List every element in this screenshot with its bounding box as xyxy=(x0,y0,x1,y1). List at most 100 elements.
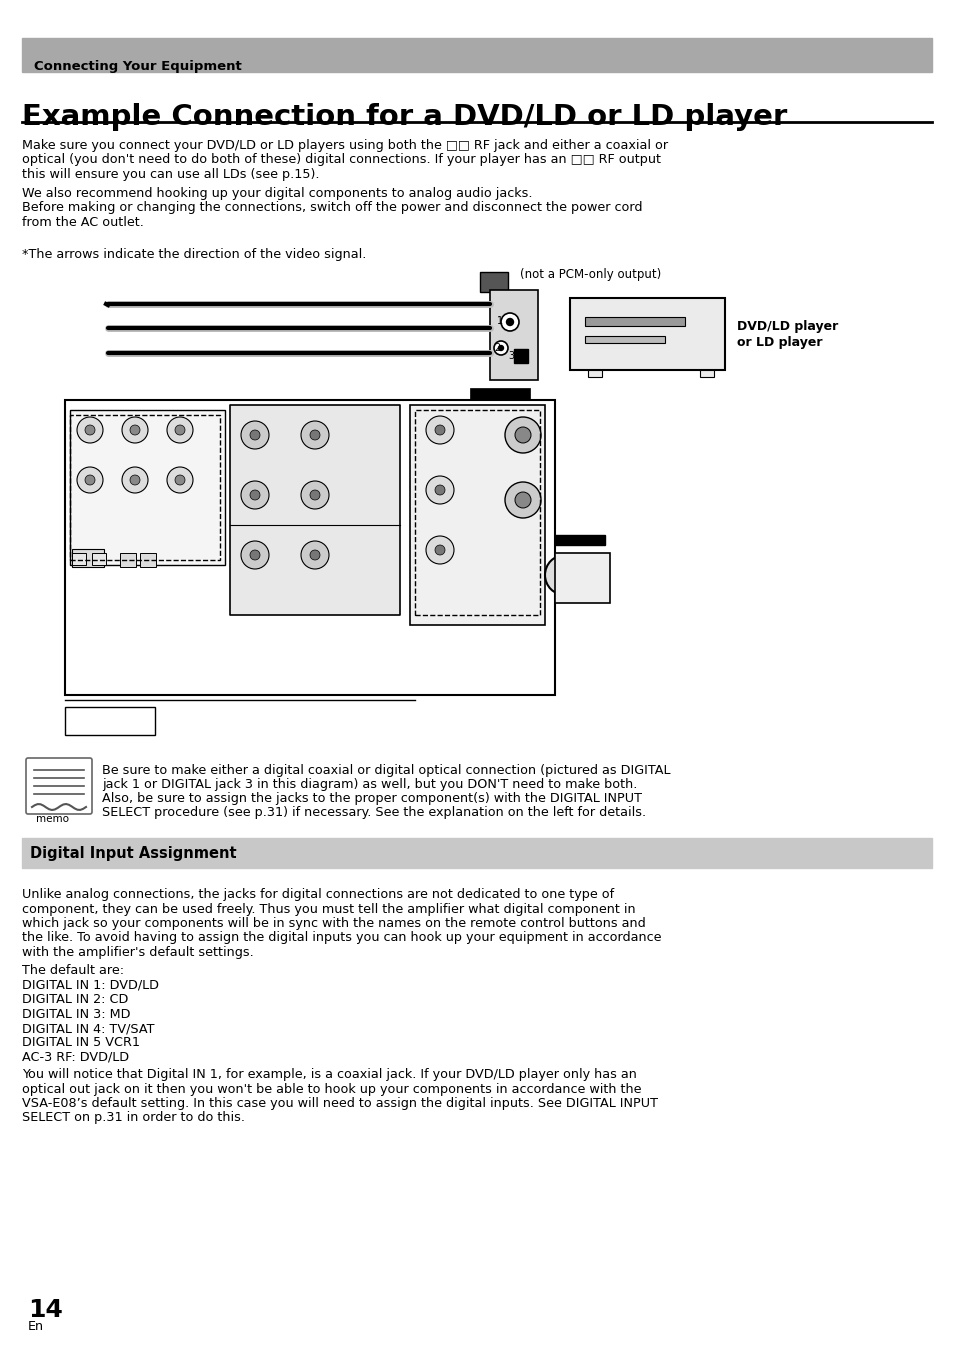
Text: from the AC outlet.: from the AC outlet. xyxy=(22,216,144,229)
Bar xyxy=(71,553,86,565)
Bar xyxy=(91,553,106,565)
Text: En: En xyxy=(28,1320,44,1333)
Circle shape xyxy=(85,474,95,485)
Text: component, they can be used freely. Thus you must tell the amplifier what digita: component, they can be used freely. Thus… xyxy=(22,903,635,915)
Bar xyxy=(700,369,713,377)
Circle shape xyxy=(504,417,540,453)
Text: DVD/LD player: DVD/LD player xyxy=(737,319,838,333)
Text: Be sure to make either a digital coaxial or digital optical connection (pictured: Be sure to make either a digital coaxial… xyxy=(102,764,670,776)
Bar xyxy=(479,272,507,293)
Bar xyxy=(415,410,539,615)
Circle shape xyxy=(301,481,329,510)
Bar xyxy=(230,404,399,615)
Text: Make sure you connect your DVD/LD or LD players using both the □□ RF jack and ei: Make sure you connect your DVD/LD or LD … xyxy=(22,139,667,152)
Text: We also recommend hooking up your digital components to analog audio jacks.: We also recommend hooking up your digita… xyxy=(22,186,532,200)
Bar xyxy=(569,298,724,369)
Text: optical out jack on it then you won't be able to hook up your components in acco: optical out jack on it then you won't be… xyxy=(22,1082,640,1096)
Circle shape xyxy=(506,318,513,325)
FancyBboxPatch shape xyxy=(26,758,91,814)
Circle shape xyxy=(426,476,454,504)
Circle shape xyxy=(130,425,140,435)
Bar xyxy=(70,410,225,565)
Circle shape xyxy=(435,545,444,555)
Circle shape xyxy=(515,492,531,508)
Text: Connecting Your Equipment: Connecting Your Equipment xyxy=(34,61,241,73)
Text: DIGITAL IN 3: MD: DIGITAL IN 3: MD xyxy=(22,1007,131,1020)
Circle shape xyxy=(77,466,103,493)
Text: VSA-E08’s default setting. In this case you will need to assign the digital inpu: VSA-E08’s default setting. In this case … xyxy=(22,1097,658,1109)
Text: jack 1 or DIGITAL jack 3 in this diagram) as well, but you DON'T need to make bo: jack 1 or DIGITAL jack 3 in this diagram… xyxy=(102,778,637,791)
Text: the like. To avoid having to assign the digital inputs you can hook up your equi: the like. To avoid having to assign the … xyxy=(22,931,660,945)
Text: AC-3 RF: DVD/LD: AC-3 RF: DVD/LD xyxy=(22,1051,129,1064)
Bar xyxy=(470,388,530,400)
Circle shape xyxy=(122,417,148,443)
Circle shape xyxy=(241,541,269,569)
Text: DIGITAL IN 5 VCR1: DIGITAL IN 5 VCR1 xyxy=(22,1037,140,1050)
Text: SELECT procedure (see p.31) if necessary. See the explanation on the left for de: SELECT procedure (see p.31) if necessary… xyxy=(102,806,645,820)
Circle shape xyxy=(130,474,140,485)
Circle shape xyxy=(241,421,269,449)
Circle shape xyxy=(504,483,540,518)
Text: Also, be sure to assign the jacks to the proper component(s) with the DIGITAL IN: Also, be sure to assign the jacks to the… xyxy=(102,793,641,805)
Circle shape xyxy=(250,550,260,559)
Text: *The arrows indicate the direction of the video signal.: *The arrows indicate the direction of th… xyxy=(22,248,366,262)
Bar xyxy=(70,415,220,559)
Circle shape xyxy=(498,345,503,350)
Text: Before making or changing the connections, switch off the power and disconnect t: Before making or changing the connection… xyxy=(22,201,641,214)
Bar xyxy=(22,38,931,71)
Text: The default are:: The default are: xyxy=(22,964,124,977)
Text: 2: 2 xyxy=(494,342,499,353)
Text: Example Connection for a DVD/LD or LD player: Example Connection for a DVD/LD or LD pl… xyxy=(22,102,786,131)
Circle shape xyxy=(77,417,103,443)
Bar xyxy=(140,553,156,568)
Text: 14: 14 xyxy=(28,1298,63,1322)
Bar xyxy=(555,535,604,545)
Text: SELECT on p.31 in order to do this.: SELECT on p.31 in order to do this. xyxy=(22,1112,245,1124)
Text: You will notice that Digital IN 1, for example, is a coaxial jack. If your DVD/L: You will notice that Digital IN 1, for e… xyxy=(22,1068,637,1081)
Circle shape xyxy=(301,421,329,449)
Circle shape xyxy=(435,425,444,435)
Text: or LD player: or LD player xyxy=(737,336,821,349)
Text: DIGITAL IN 1: DVD/LD: DIGITAL IN 1: DVD/LD xyxy=(22,979,159,992)
Circle shape xyxy=(250,491,260,500)
Text: DIGITAL IN 4: TV/SAT: DIGITAL IN 4: TV/SAT xyxy=(22,1022,154,1035)
Text: 3: 3 xyxy=(507,350,514,361)
Circle shape xyxy=(310,430,319,439)
Text: this will ensure you can use all LDs (see p.15).: this will ensure you can use all LDs (se… xyxy=(22,168,319,181)
Bar xyxy=(65,400,555,696)
Circle shape xyxy=(174,474,185,485)
Text: Unlike analog connections, the jacks for digital connections are not dedicated t: Unlike analog connections, the jacks for… xyxy=(22,888,614,900)
Text: with the amplifier's default settings.: with the amplifier's default settings. xyxy=(22,946,253,958)
Text: 1: 1 xyxy=(497,315,502,326)
Bar xyxy=(584,317,684,326)
Bar xyxy=(587,369,601,377)
Circle shape xyxy=(544,555,584,594)
Circle shape xyxy=(122,466,148,493)
Circle shape xyxy=(167,417,193,443)
Bar xyxy=(584,336,664,342)
Bar xyxy=(555,553,609,603)
Circle shape xyxy=(301,541,329,569)
Bar xyxy=(514,349,527,363)
Text: optical (you don't need to do both of these) digital connections. If your player: optical (you don't need to do both of th… xyxy=(22,154,660,167)
Bar xyxy=(490,290,537,380)
Circle shape xyxy=(561,572,567,578)
Circle shape xyxy=(174,425,185,435)
Bar xyxy=(65,706,154,735)
Bar xyxy=(120,553,136,568)
Circle shape xyxy=(515,427,531,443)
Text: which jack so your components will be in sync with the names on the remote contr: which jack so your components will be in… xyxy=(22,917,645,930)
Circle shape xyxy=(241,481,269,510)
Bar xyxy=(71,549,104,568)
Circle shape xyxy=(435,485,444,495)
Circle shape xyxy=(500,313,518,332)
Text: DIGITAL IN 2: CD: DIGITAL IN 2: CD xyxy=(22,993,129,1006)
Bar xyxy=(22,838,931,868)
Circle shape xyxy=(310,491,319,500)
Text: Digital Input Assignment: Digital Input Assignment xyxy=(30,847,236,861)
Bar xyxy=(410,404,544,625)
Circle shape xyxy=(426,537,454,563)
Circle shape xyxy=(167,466,193,493)
Circle shape xyxy=(557,568,573,582)
Circle shape xyxy=(426,417,454,443)
